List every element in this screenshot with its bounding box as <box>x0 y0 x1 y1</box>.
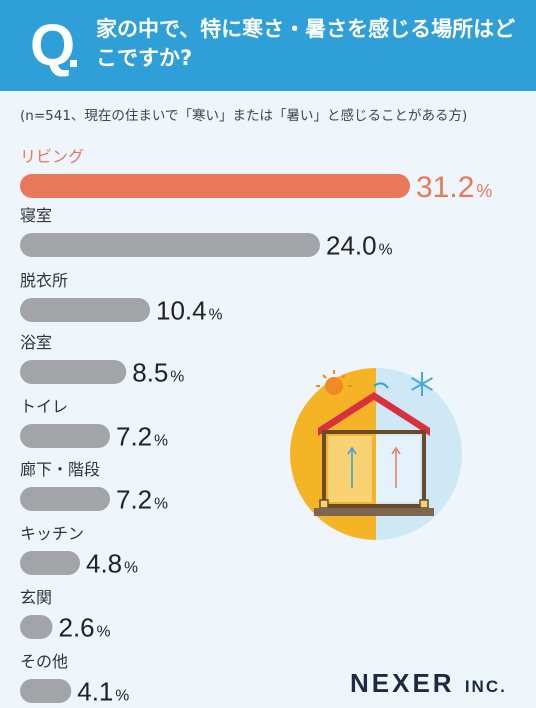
question-text: 家の中で、特に寒さ・暑さを感じる場所はどこですか? <box>96 17 516 70</box>
category-label: 玄関 <box>20 588 52 607</box>
data-label: 31.2% <box>416 171 492 204</box>
bar <box>20 424 110 448</box>
post-bottom-left <box>319 499 329 509</box>
bar <box>20 233 320 257</box>
post-bottom-right <box>419 499 429 509</box>
sun-icon <box>316 370 352 395</box>
question-header: Q 家の中で、特に寒さ・暑さを感じる場所はどこですか? <box>0 0 536 91</box>
bar <box>20 487 110 511</box>
bar <box>20 298 150 322</box>
warm-room <box>328 436 372 502</box>
sample-note: (n=541、現在の住まいで「寒い」または「暑い」と感じることがある方) <box>20 108 468 124</box>
roof <box>318 392 430 436</box>
bar <box>20 551 80 575</box>
data-label: 7.2% <box>116 484 168 514</box>
data-label: 2.6% <box>59 612 111 642</box>
category-label: リビング <box>20 147 84 166</box>
category-label: その他 <box>20 652 68 671</box>
category-label: 廊下・階段 <box>20 460 100 479</box>
data-label: 4.8% <box>86 548 138 578</box>
category-label: トイレ <box>20 397 68 416</box>
data-label: 8.5% <box>132 357 184 387</box>
category-label: キッチン <box>20 524 84 543</box>
airflow-arrow-icon <box>373 382 389 389</box>
brand-suffix: INC. <box>464 677 507 696</box>
category-label: 浴室 <box>20 333 52 352</box>
arrow-up-warm-head-icon <box>391 446 401 455</box>
category-label: 寝室 <box>20 206 52 225</box>
bar <box>20 360 127 384</box>
data-label: 24.0% <box>326 230 393 260</box>
snowflake-icon <box>411 372 433 396</box>
q-mark-dot <box>70 60 77 67</box>
category-label: 脱衣所 <box>20 271 68 290</box>
data-label: 7.2% <box>116 421 168 451</box>
foundation <box>314 508 434 516</box>
data-label: 10.4% <box>156 295 223 325</box>
bar <box>20 615 53 639</box>
bar-chart: リビング 31.2 % 寝室 24.0 % 脱衣所 10.4 % 浴室 8.5 % トイレ 7.2 % 廊下・… <box>20 147 492 706</box>
q-mark: Q <box>30 13 76 78</box>
house-temperature-illustration <box>290 368 462 540</box>
data-label: 4.1% <box>77 676 129 706</box>
cold-room <box>376 436 420 502</box>
house-wall <box>322 430 426 508</box>
arrow-up-cold-head-icon <box>347 446 357 455</box>
bar <box>20 679 72 703</box>
bar <box>20 174 410 198</box>
nexer-logo: NEXER INC. <box>350 668 507 699</box>
brand-name: NEXER <box>350 668 455 698</box>
